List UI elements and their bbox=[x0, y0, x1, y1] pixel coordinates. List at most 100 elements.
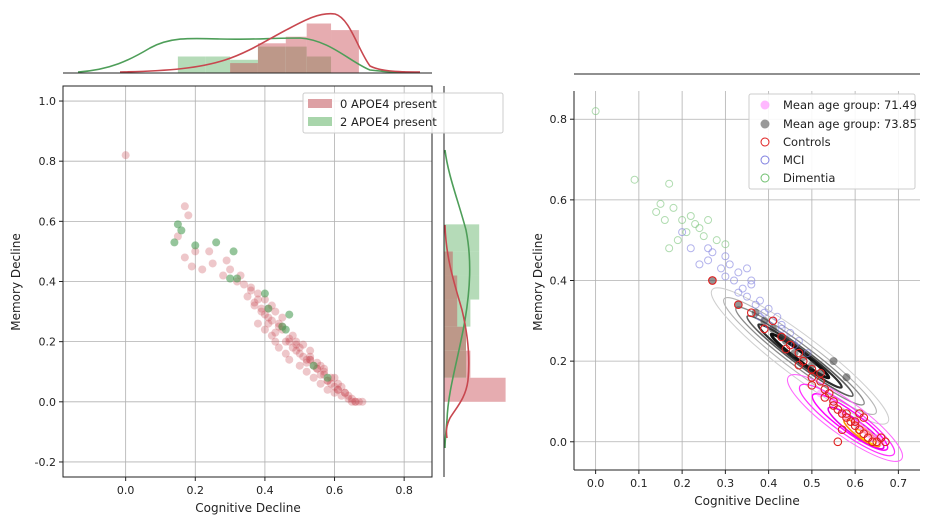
point-0-apoe4 bbox=[219, 271, 228, 280]
point-2-apoe4 bbox=[177, 226, 186, 235]
point-2-apoe4 bbox=[173, 220, 182, 229]
point-0-apoe4 bbox=[187, 262, 196, 271]
top-marginal-distribution bbox=[63, 12, 432, 74]
point-mci bbox=[790, 341, 799, 350]
left-y-tick-label: 0.4 bbox=[39, 276, 57, 289]
contour-dark-5 bbox=[757, 323, 843, 389]
point-mci bbox=[704, 244, 713, 253]
right-y-tick-label: 0.8 bbox=[550, 113, 568, 126]
point-dimentia bbox=[660, 216, 669, 225]
point-0-apoe4 bbox=[347, 397, 356, 406]
legend-marker-controls bbox=[760, 137, 770, 147]
left-data-points bbox=[121, 151, 367, 406]
point-0-apoe4 bbox=[295, 361, 304, 370]
point-controls bbox=[820, 393, 830, 402]
point-mci bbox=[704, 256, 713, 265]
legend-label-0-apoe4: 0 APOE4 present bbox=[340, 97, 437, 111]
top-kde-red-curve bbox=[119, 12, 421, 73]
top-hist-bar-green bbox=[230, 59, 258, 73]
right-x-tick-label: 0.5 bbox=[803, 477, 821, 490]
point-0-apoe4 bbox=[344, 394, 353, 403]
point-0-apoe4 bbox=[191, 247, 200, 256]
side-hist-bar-green bbox=[444, 275, 480, 300]
left-y-tick-label: 1.0 bbox=[39, 95, 57, 108]
legend-label-2-apoe4: 2 APOE4 present bbox=[340, 115, 437, 129]
point-0-apoe4 bbox=[264, 313, 273, 322]
right-y-axis-label: Memory Decline bbox=[531, 233, 545, 331]
point-controls bbox=[837, 425, 847, 435]
right-y-ticks: 0.0 0.2 0.4 0.6 0.8 bbox=[550, 113, 574, 449]
point-0-apoe4 bbox=[285, 334, 294, 343]
point-mean-age-73-85 bbox=[760, 316, 769, 325]
point-mean-age-73-85 bbox=[842, 373, 851, 382]
point-0-apoe4 bbox=[257, 307, 266, 316]
point-mci bbox=[730, 276, 739, 285]
point-0-apoe4 bbox=[285, 337, 294, 346]
point-controls bbox=[708, 276, 717, 285]
point-0-apoe4 bbox=[121, 151, 130, 160]
left-scatter-plot: 0.0 0.2 0.4 0.6 0.8 -0.2 0.0 0.2 0.4 0.6 0.8 1.0 C… bbox=[9, 85, 433, 515]
point-0-apoe4 bbox=[292, 337, 301, 346]
point-0-apoe4 bbox=[274, 343, 283, 352]
point-0-apoe4 bbox=[271, 307, 280, 316]
legend-label-dimentia: Dimentia bbox=[783, 171, 835, 185]
right-x-tick-label: 0.0 bbox=[587, 477, 605, 490]
left-y-tick-label: 0.0 bbox=[39, 396, 57, 409]
point-controls bbox=[794, 360, 804, 370]
point-mci bbox=[695, 260, 704, 269]
point-dimentia bbox=[652, 207, 661, 216]
right-scatter-plot: 0.0 0.1 0.2 0.3 0.4 0.5 0.6 0.7 0.0 0.2 0.4 0.6 0.8… bbox=[531, 73, 920, 508]
right-y-tick-label: 0.4 bbox=[550, 275, 568, 288]
left-x-ticks: 0.0 0.2 0.4 0.6 0.8 bbox=[117, 477, 413, 497]
point-dimentia bbox=[712, 236, 721, 245]
point-controls bbox=[881, 437, 890, 447]
point-mci bbox=[755, 296, 764, 305]
top-marginal-histogram bbox=[177, 23, 359, 74]
point-2-apoe4 bbox=[309, 361, 318, 370]
point-dimentia bbox=[691, 220, 700, 229]
point-mci bbox=[721, 272, 730, 281]
point-mci bbox=[786, 328, 795, 337]
point-dimentia bbox=[665, 179, 674, 188]
point-0-apoe4 bbox=[320, 367, 329, 376]
left-x-tick-label: 0.2 bbox=[187, 484, 205, 497]
point-0-apoe4 bbox=[299, 340, 308, 349]
contour-group-71-49 bbox=[786, 374, 904, 462]
point-dimentia bbox=[704, 216, 713, 225]
point-0-apoe4 bbox=[271, 328, 280, 337]
point-0-apoe4 bbox=[243, 292, 252, 301]
right-x-axis-label: Cognitive Decline bbox=[694, 494, 800, 508]
point-0-apoe4 bbox=[180, 253, 189, 262]
point-dimentia bbox=[656, 199, 665, 208]
point-0-apoe4 bbox=[334, 385, 343, 394]
point-mean-age-71-49 bbox=[816, 389, 825, 398]
point-0-apoe4 bbox=[340, 388, 349, 397]
point-dimentia bbox=[669, 203, 678, 212]
point-0-apoe4 bbox=[285, 355, 294, 364]
contour-mag-2 bbox=[798, 383, 896, 457]
right-x-tick-label: 0.3 bbox=[717, 477, 735, 490]
point-2-apoe4 bbox=[264, 304, 273, 313]
point-mci bbox=[803, 349, 812, 358]
point-0-apoe4 bbox=[316, 379, 325, 388]
point-0-apoe4 bbox=[288, 331, 297, 340]
side-hist-bar-red bbox=[444, 251, 453, 276]
point-mci bbox=[725, 260, 734, 269]
point-mci bbox=[717, 264, 726, 273]
point-0-apoe4 bbox=[205, 247, 214, 256]
point-0-apoe4 bbox=[337, 382, 346, 391]
legend-swatch-green bbox=[308, 117, 332, 126]
point-0-apoe4 bbox=[354, 397, 363, 406]
point-dimentia bbox=[630, 175, 639, 184]
point-0-apoe4 bbox=[330, 373, 339, 382]
point-0-apoe4 bbox=[351, 397, 360, 406]
point-0-apoe4 bbox=[306, 346, 315, 355]
contour-dark-4 bbox=[746, 314, 854, 398]
right-x-tick-label: 0.1 bbox=[630, 477, 648, 490]
point-mci bbox=[743, 292, 751, 301]
point-controls bbox=[829, 401, 838, 410]
point-0-apoe4 bbox=[302, 358, 311, 367]
contour-mag-1 bbox=[786, 374, 904, 462]
